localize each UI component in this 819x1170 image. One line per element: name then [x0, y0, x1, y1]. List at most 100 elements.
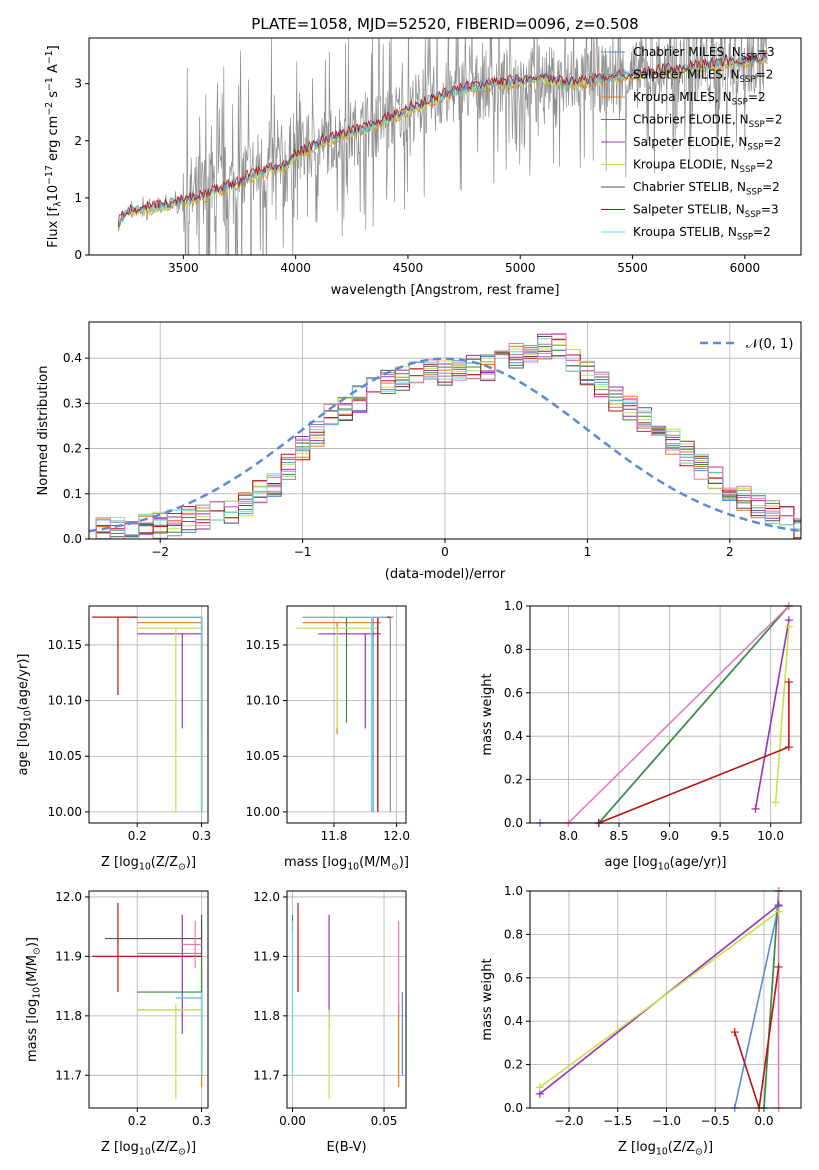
gaussian-curve: [89, 357, 801, 533]
panel-massweight-vs-z: −2.0 −1.5 −1.0 −0.5 0.0 0.0 0.2 0.4 0.6 0.8 1.0 Z […: [480, 884, 802, 1158]
y-axis-label-part: age [log: [16, 722, 31, 775]
x-tick-label: 1: [584, 545, 592, 559]
y-tick-label: 10.00: [246, 805, 280, 819]
legend-entry-part: Kroupa MILES, N: [633, 90, 732, 104]
y-axis-label-part: ⊙: [32, 947, 43, 955]
y-axis-label: mass weight: [480, 958, 495, 1040]
legend-entry: Chabrier ELODIE, NSSP=2: [633, 113, 782, 130]
axes-frame: [286, 605, 407, 824]
x-axis-label: (data-model)/error: [385, 567, 506, 582]
legend-entry-part: SSP: [737, 232, 753, 242]
figure-title: PLATE=1058, MJD=52520, FIBERID=0096, z=0…: [251, 15, 638, 33]
x-tick-label: 3500: [168, 261, 199, 275]
legend-entry-part: =2: [756, 158, 774, 172]
y-tick-label: 3: [74, 77, 82, 91]
x-tick-label: 0.2: [128, 1114, 147, 1128]
y-tick-label: 0.2: [63, 442, 82, 456]
y-axis-label-part: 10: [32, 987, 43, 999]
x-tick-label: −1.5: [603, 1114, 632, 1128]
mass-weight-line: [763, 891, 780, 1108]
x-axis-label-part: Z [log: [101, 855, 139, 870]
spectrum-model-line: [117, 54, 768, 230]
legend-entry: Kroupa STELIB, NSSP=2: [633, 225, 771, 242]
legend-entry-part: SSP: [746, 187, 762, 197]
panel-age-vs-mass: 11.8 12.0 10.00 10.05 10.10 10.15 mass [log10(…: [246, 605, 410, 873]
legend-entry-part: =2: [753, 225, 771, 239]
x-tick-label: −0.5: [701, 1114, 730, 1128]
mass-weight-line: [540, 606, 790, 823]
legend-entry-part: Salpeter MILES, N: [633, 68, 740, 82]
x-axis-label-part: )]: [399, 855, 409, 870]
point-marker: [771, 798, 780, 807]
y-axis-label-part: A: [46, 64, 61, 77]
x-tick-label: 9.5: [711, 829, 730, 843]
x-tick-label: −2: [151, 545, 169, 559]
y-tick-label: 11.8: [253, 1009, 280, 1023]
y-tick-label: 12.0: [55, 890, 82, 904]
y-tick-label: 11.8: [55, 1009, 82, 1023]
y-axis-label-part: (M/M: [25, 955, 40, 987]
y-tick-label: 0.8: [504, 927, 523, 941]
y-axis-label-part: ]: [46, 45, 61, 50]
x-axis-label: Z [log10(Z/Z⊙)]: [101, 1140, 196, 1158]
mass-weight-line: [539, 910, 780, 1089]
y-tick-label: 1.0: [504, 599, 523, 613]
y-tick-label: 0.0: [504, 1101, 523, 1115]
y-axis-label: age [log10(age/yr)]: [16, 654, 34, 776]
x-tick-label: −1.0: [652, 1114, 681, 1128]
point-marker: [784, 622, 793, 631]
plot-area-massweight-vs-age: [530, 606, 801, 823]
y-tick-label: 0.1: [63, 487, 82, 501]
point-marker: [535, 1083, 544, 1092]
mass-weight-line: [733, 966, 780, 1108]
y-tick-label: 10.10: [48, 694, 82, 708]
panel-residuals: −2 −1 0 1 2 0.0 0.1 0.2 0.3 0.4 (data-model)/error…: [36, 321, 802, 582]
y-tick-label: 0.4: [504, 1014, 523, 1028]
y-axis-label-part: s: [46, 91, 61, 102]
panel-spectrum: 3500 4000 4500 5000 5500 6000 0 1 2 3 wavelength […: [44, 37, 802, 298]
axes-frame: [88, 890, 209, 1109]
x-axis-label-part: ⊙: [695, 1147, 703, 1158]
mass-weight-line: [567, 606, 790, 823]
plot-area-residuals: [89, 322, 801, 539]
y-tick-label: 0.0: [504, 816, 523, 830]
axes-frame: [88, 321, 802, 540]
point-marker: [774, 962, 783, 971]
y-axis-label-part: )]: [25, 937, 40, 947]
legend-entry-part: Kroupa STELIB, N: [633, 225, 737, 239]
x-axis-label-part: (Z/Z: [151, 1140, 178, 1155]
x-axis-label-part: 10: [347, 862, 359, 873]
x-tick-label: 12.0: [383, 829, 410, 843]
histogram-line: [89, 343, 801, 539]
spectrum-model-line: [117, 50, 768, 227]
x-axis-label: wavelength [Angstrom, rest frame]: [331, 283, 560, 298]
point-marker: [730, 1028, 739, 1037]
legend-entry-part: SSP: [747, 142, 763, 152]
y-axis-label: Flux [fλ10−17 erg cm−2 s−1 A−1]: [44, 45, 64, 247]
histogram-line: [89, 333, 801, 539]
x-axis-label: mass [log10(M/M⊙)]: [284, 855, 409, 873]
axes-frame: [88, 605, 209, 824]
y-axis-label-part: (age/yr)]: [16, 654, 31, 711]
y-tick-label: 0.2: [504, 773, 523, 787]
x-axis-label-part: ⊙: [391, 862, 399, 873]
y-tick-label: 0.0: [63, 532, 82, 546]
legend-entry: Salpeter STELIB, NSSP=3: [633, 203, 779, 220]
y-axis-label: Normed distribution: [36, 366, 51, 496]
x-tick-label: 0.3: [192, 1114, 211, 1128]
mass-weight-line: [598, 682, 790, 823]
plot-area-mass-vs-ebv: [287, 891, 406, 1108]
legend-entry: 𝒩(0, 1): [746, 337, 793, 352]
y-tick-label: 10.10: [246, 694, 280, 708]
x-tick-label: 4000: [280, 261, 311, 275]
x-axis-label-part: (Z/Z: [151, 855, 178, 870]
plot-area-age-vs-mass: [287, 606, 406, 823]
legend-entry-part: SSP: [741, 52, 757, 62]
histogram-line: [89, 344, 801, 539]
y-tick-label: 0: [74, 248, 82, 262]
y-tick-label: 11.7: [253, 1068, 280, 1082]
x-tick-label: 9.0: [660, 829, 679, 843]
x-tick-label: 5500: [617, 261, 648, 275]
legend-entry-part: SSP: [740, 75, 756, 85]
y-axis-label-part: 10: [46, 185, 61, 202]
